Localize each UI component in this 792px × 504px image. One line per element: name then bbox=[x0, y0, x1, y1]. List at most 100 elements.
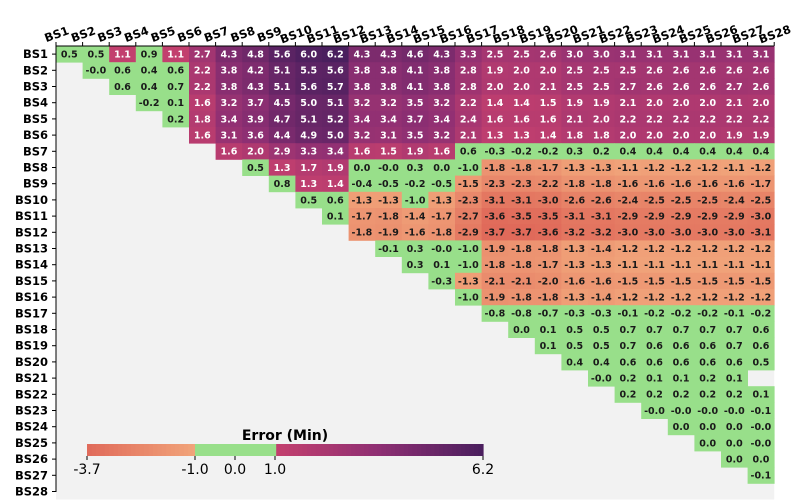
cell-value: 2.7 bbox=[619, 82, 636, 93]
heatmap-cell bbox=[455, 224, 482, 241]
column-label: BS1 bbox=[42, 23, 70, 45]
cell-value: 2.0 bbox=[673, 131, 690, 142]
heatmap-cell bbox=[667, 321, 695, 338]
colorbar-segment bbox=[456, 444, 462, 456]
colorbar-segment bbox=[122, 444, 128, 456]
cell-value: -0.7 bbox=[538, 309, 559, 320]
heatmap-cell bbox=[401, 143, 429, 160]
cell-value: -1.2 bbox=[618, 244, 639, 255]
heatmap-cell bbox=[614, 208, 642, 225]
cell-value: 1.8 bbox=[593, 131, 610, 142]
cell-value: 0.2 bbox=[726, 390, 743, 401]
cell-value: 4.9 bbox=[300, 131, 317, 142]
heatmap-cell bbox=[588, 46, 615, 63]
cell-value: 3.8 bbox=[220, 66, 237, 77]
cell-value: 2.5 bbox=[619, 66, 636, 77]
heatmap-cell bbox=[721, 110, 748, 128]
cell-value: -1.0 bbox=[458, 260, 479, 271]
heatmap-cell bbox=[508, 127, 536, 144]
heatmap-cell bbox=[189, 94, 216, 112]
cell-value: 3.8 bbox=[220, 82, 237, 93]
cell-value: 5.1 bbox=[274, 66, 291, 77]
cell-value: 2.0 bbox=[699, 98, 716, 109]
colorbar-tick-label: 1.0 bbox=[264, 462, 286, 478]
cell-value: 2.6 bbox=[699, 82, 716, 93]
cell-value: 1.9 bbox=[726, 131, 743, 142]
cell-value: 1.1 bbox=[167, 50, 184, 61]
heatmap-cell bbox=[189, 127, 216, 144]
heatmap-cell bbox=[641, 272, 669, 290]
cell-value: 2.6 bbox=[646, 66, 663, 77]
heatmap-cell bbox=[588, 272, 615, 290]
cell-value: 0.0 bbox=[699, 438, 716, 449]
cell-value: 0.4 bbox=[619, 147, 636, 158]
heatmap-cell bbox=[667, 418, 695, 436]
heatmap-cell bbox=[401, 191, 429, 209]
cell-value: 0.4 bbox=[726, 147, 743, 158]
cell-value: 2.0 bbox=[673, 98, 690, 109]
cell-value: 0.1 bbox=[673, 374, 690, 385]
heatmap-cell bbox=[455, 127, 482, 144]
cell-value: 0.3 bbox=[407, 163, 424, 174]
heatmap-cell bbox=[667, 386, 695, 403]
heatmap-cell bbox=[561, 62, 589, 79]
heatmap-cell bbox=[641, 370, 669, 387]
heatmap-cell bbox=[428, 127, 456, 144]
cell-value: 2.0 bbox=[540, 66, 557, 77]
cell-value: -2.7 bbox=[458, 212, 479, 223]
heatmap-cell bbox=[694, 94, 722, 112]
heatmap-cell bbox=[641, 175, 669, 193]
heatmap-cell bbox=[747, 305, 775, 322]
heatmap-cell bbox=[641, 240, 669, 257]
heatmap-cell bbox=[215, 78, 243, 95]
cell-value: -1.3 bbox=[458, 276, 479, 287]
cell-value: -1.3 bbox=[591, 260, 612, 271]
cell-value: 2.0 bbox=[646, 98, 663, 109]
heatmap-cell bbox=[694, 62, 722, 79]
cell-value: 4.3 bbox=[433, 50, 450, 61]
heatmap-cell bbox=[614, 175, 642, 193]
cell-value: 3.3 bbox=[460, 50, 477, 61]
heatmap-cell bbox=[721, 305, 748, 322]
heatmap-cell bbox=[721, 62, 748, 79]
cell-value: -2.5 bbox=[697, 195, 718, 206]
cell-value: 0.6 bbox=[114, 66, 131, 77]
heatmap-cell bbox=[428, 256, 456, 274]
column-label: BS8 bbox=[229, 23, 257, 45]
cell-value: -1.0 bbox=[405, 195, 426, 206]
heatmap-cell bbox=[614, 224, 642, 241]
cell-value: -2.9 bbox=[458, 228, 479, 239]
heatmap-cell bbox=[508, 143, 536, 160]
heatmap-cell bbox=[375, 127, 403, 144]
heatmap-cell bbox=[561, 208, 589, 225]
heatmap-cell bbox=[481, 46, 509, 63]
cell-value: -1.1 bbox=[644, 260, 665, 271]
heatmap-cell bbox=[135, 62, 163, 79]
heatmap-cell bbox=[455, 191, 482, 209]
colorbar-segment bbox=[104, 444, 110, 456]
heatmap-cell bbox=[189, 46, 216, 63]
heatmap-cell bbox=[694, 337, 722, 355]
heatmap-cell bbox=[694, 208, 722, 225]
colorbar-segment bbox=[333, 444, 339, 456]
colorbar-segments bbox=[87, 444, 484, 456]
colorbar-segment bbox=[430, 444, 436, 456]
colorbar-segment bbox=[368, 444, 374, 456]
heatmap-cell bbox=[534, 143, 562, 160]
heatmap-cell bbox=[614, 305, 642, 322]
cell-value: 2.6 bbox=[726, 66, 743, 77]
cell-value: 0.6 bbox=[460, 147, 477, 158]
heatmap-cell bbox=[694, 370, 722, 387]
cell-value: -1.1 bbox=[724, 260, 745, 271]
heatmap-cell bbox=[508, 110, 536, 128]
cell-value: -2.5 bbox=[671, 195, 692, 206]
row-label: BS4 bbox=[23, 96, 48, 110]
cell-value: -1.8 bbox=[352, 228, 373, 239]
cell-value: 1.9 bbox=[486, 66, 503, 77]
colorbar-segment bbox=[337, 444, 343, 456]
heatmap-cell bbox=[614, 94, 642, 112]
heatmap-cell bbox=[721, 94, 748, 112]
cell-value: -0.5 bbox=[431, 179, 452, 190]
heatmap-cell bbox=[694, 256, 722, 274]
